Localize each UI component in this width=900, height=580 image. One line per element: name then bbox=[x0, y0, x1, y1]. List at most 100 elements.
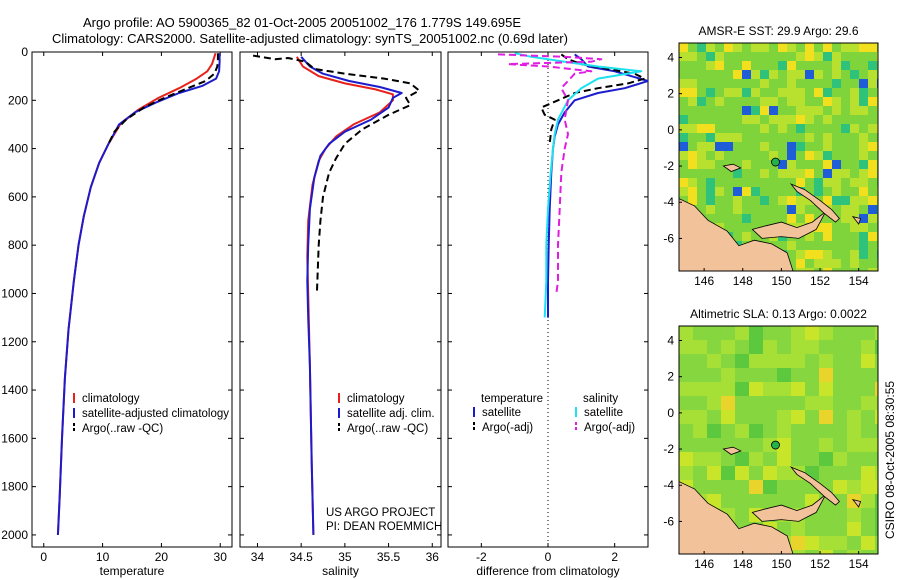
map-cell bbox=[805, 326, 819, 340]
map-cell bbox=[769, 97, 778, 106]
map-cell bbox=[735, 326, 749, 340]
map-cell bbox=[693, 424, 707, 438]
map-cell bbox=[805, 396, 819, 410]
map-cell bbox=[697, 124, 706, 133]
temperature-series-argo-raw-qc- bbox=[107, 53, 219, 145]
map-cell bbox=[796, 115, 805, 124]
map-cell bbox=[859, 187, 868, 196]
map-xtick-label: 148 bbox=[733, 274, 753, 288]
map-cell bbox=[733, 133, 742, 142]
map-cell bbox=[859, 241, 868, 250]
map-cell bbox=[847, 508, 861, 522]
map-cell bbox=[850, 43, 859, 52]
map-cell bbox=[763, 354, 777, 368]
map-cell bbox=[859, 178, 868, 187]
map-cell bbox=[859, 142, 868, 151]
map-cell bbox=[819, 326, 833, 340]
difference-series-salinity-satellite bbox=[514, 52, 643, 318]
map-cell bbox=[697, 142, 706, 151]
map-cell bbox=[679, 124, 688, 133]
map-cell bbox=[832, 79, 841, 88]
map-cell bbox=[707, 396, 721, 410]
sst-map-panel: AMSR-E SST: 29.9 Argo: 29.6 146 148 150 152 1… bbox=[663, 24, 879, 288]
difference-xtick-label: 2 bbox=[611, 550, 618, 564]
map-cell bbox=[733, 205, 742, 214]
map-cell bbox=[819, 536, 833, 550]
map-cell bbox=[823, 133, 832, 142]
map-cell bbox=[693, 382, 707, 396]
map-cell bbox=[819, 550, 833, 554]
map-cell bbox=[859, 79, 868, 88]
map-cell bbox=[861, 438, 875, 452]
map-cell bbox=[693, 340, 707, 354]
map-cell bbox=[679, 52, 688, 61]
map-cell bbox=[724, 43, 733, 52]
map-cell bbox=[823, 43, 832, 52]
map-cell bbox=[778, 160, 787, 169]
map-cell bbox=[760, 106, 769, 115]
map-cell bbox=[823, 223, 832, 232]
salinity-xlabel: salinity bbox=[322, 564, 359, 578]
map-cell bbox=[688, 52, 697, 61]
map-cell bbox=[791, 536, 805, 550]
map-cell bbox=[832, 196, 841, 205]
land-mass bbox=[789, 183, 840, 223]
legend-label: climatology bbox=[82, 393, 140, 405]
map-cell bbox=[847, 550, 861, 554]
map-cell bbox=[796, 268, 805, 271]
map-cell bbox=[861, 354, 875, 368]
map-cell bbox=[751, 70, 760, 79]
profile-location-marker bbox=[771, 157, 780, 167]
map-cell bbox=[787, 169, 796, 178]
map-cell bbox=[850, 205, 859, 214]
map-cell bbox=[859, 43, 868, 52]
map-ytick-label: -4 bbox=[663, 478, 674, 492]
map-cell bbox=[688, 187, 697, 196]
map-cell bbox=[823, 196, 832, 205]
map-cell bbox=[715, 142, 724, 151]
map-cell bbox=[787, 142, 796, 151]
map-cell bbox=[751, 187, 760, 196]
legend-label: Argo(-adj) bbox=[482, 422, 533, 434]
salinity-series-satellite-adj-clim- bbox=[300, 56, 403, 535]
map-cell bbox=[777, 368, 791, 382]
map-cell bbox=[833, 480, 847, 494]
map-cell bbox=[823, 232, 832, 241]
depth-tick-label: 400 bbox=[8, 142, 28, 156]
map-cell bbox=[868, 205, 877, 214]
map-cell bbox=[791, 410, 805, 424]
map-cell bbox=[679, 326, 693, 340]
map-cell bbox=[760, 70, 769, 79]
map-cell bbox=[688, 88, 697, 97]
difference-xlabel: difference from climatology bbox=[476, 564, 619, 578]
map-cell bbox=[724, 133, 733, 142]
map-cell bbox=[742, 106, 751, 115]
map-ytick-label: 0 bbox=[667, 406, 674, 420]
depth-tick-label: 1000 bbox=[1, 286, 28, 300]
map-cell bbox=[859, 88, 868, 97]
land-mass bbox=[722, 163, 742, 172]
map-cell bbox=[814, 259, 823, 268]
map-cell bbox=[814, 70, 823, 79]
map-ytick-label: -6 bbox=[663, 231, 674, 245]
map-cell bbox=[850, 106, 859, 115]
map-cell bbox=[796, 97, 805, 106]
map-cell bbox=[742, 115, 751, 124]
map-cell bbox=[749, 326, 763, 340]
map-cell bbox=[778, 124, 787, 133]
map-cell bbox=[721, 410, 735, 424]
map-cell bbox=[823, 52, 832, 61]
map-xtick-label: 152 bbox=[810, 557, 830, 571]
map-cell bbox=[715, 52, 724, 61]
map-cell bbox=[679, 88, 688, 97]
map-field bbox=[679, 326, 878, 554]
temperature-xlabel: temperature bbox=[100, 564, 165, 578]
map-cell bbox=[861, 340, 875, 354]
project-label: US ARGO PROJECT bbox=[326, 507, 435, 519]
map-cell bbox=[805, 232, 814, 241]
map-cell bbox=[850, 259, 859, 268]
map-ytick-label: -2 bbox=[663, 159, 674, 173]
map-cell bbox=[796, 124, 805, 133]
map-cell bbox=[787, 241, 796, 250]
map-cell bbox=[721, 340, 735, 354]
